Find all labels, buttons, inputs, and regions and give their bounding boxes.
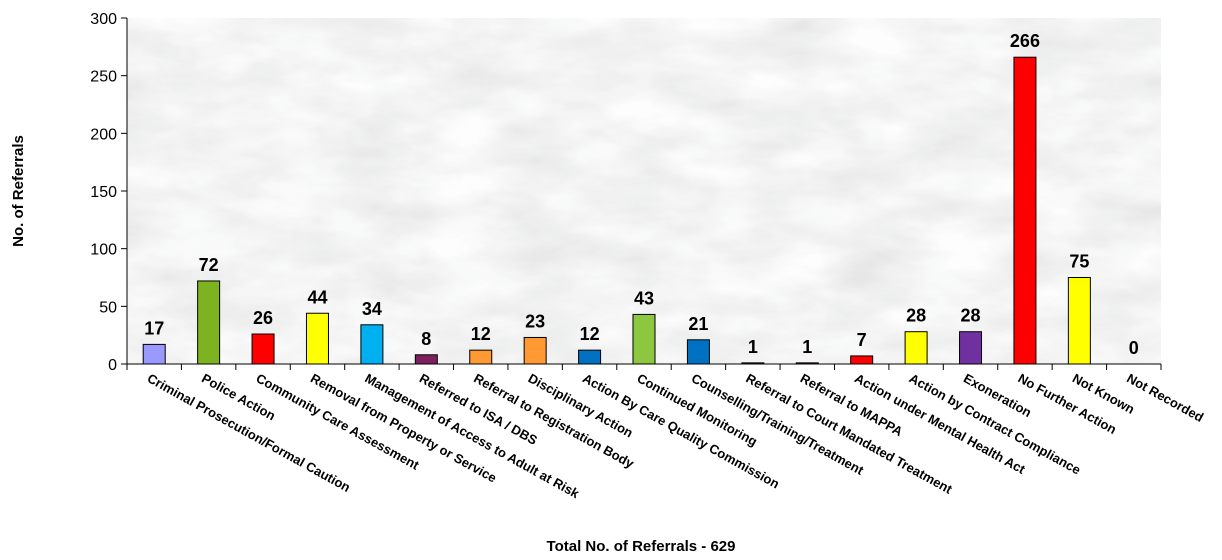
bar <box>414 354 438 365</box>
bar <box>469 349 493 365</box>
y-tick-label: 0 <box>108 357 117 374</box>
bar <box>142 343 166 365</box>
data-label: 23 <box>525 311 545 331</box>
x-tick-label: Not Recorded <box>1124 371 1206 425</box>
bar <box>197 280 221 365</box>
bar <box>686 339 710 365</box>
data-label: 28 <box>961 306 981 326</box>
bar <box>360 324 384 365</box>
bar <box>959 331 983 365</box>
data-label: 12 <box>471 324 491 344</box>
y-tick-label: 200 <box>90 126 117 143</box>
bar <box>850 355 874 365</box>
bar <box>1067 277 1091 365</box>
x-axis-title: Total No. of Referrals - 629 <box>547 538 736 555</box>
data-label: 1 <box>802 337 812 357</box>
bar <box>523 336 547 365</box>
y-tick-label: 50 <box>99 299 117 316</box>
x-tick-label: No Further Action <box>1015 371 1119 437</box>
y-tick-label: 250 <box>90 69 117 86</box>
data-label: 17 <box>144 318 164 338</box>
bar <box>305 312 329 365</box>
data-label: 75 <box>1069 252 1089 272</box>
data-label: 26 <box>253 308 273 328</box>
y-axis: 0 50 100 150 200 250 300 <box>90 11 128 374</box>
data-label: 72 <box>199 255 219 275</box>
x-axis: Criminal Prosecution/Formal CautionPolic… <box>126 363 1206 502</box>
bar <box>904 331 928 365</box>
y-tick-label: 150 <box>90 184 117 201</box>
data-label: 44 <box>307 287 327 307</box>
data-label: 12 <box>580 324 600 344</box>
data-label: 43 <box>634 288 654 308</box>
data-label: 1 <box>748 337 758 357</box>
data-label: 7 <box>857 330 867 350</box>
y-tick-label: 100 <box>90 242 117 259</box>
data-label: 8 <box>421 329 431 349</box>
bar <box>1013 56 1037 365</box>
y-tick-label: 300 <box>90 11 117 28</box>
bar <box>578 349 602 365</box>
bar <box>251 333 275 365</box>
data-label: 0 <box>1129 338 1139 358</box>
y-axis-title: No. of Referrals <box>10 135 27 247</box>
data-label: 21 <box>688 314 708 334</box>
data-label: 266 <box>1010 31 1040 51</box>
plot-area <box>127 18 1161 364</box>
bar <box>632 313 656 365</box>
data-label: 28 <box>906 306 926 326</box>
data-label: 34 <box>362 299 382 319</box>
